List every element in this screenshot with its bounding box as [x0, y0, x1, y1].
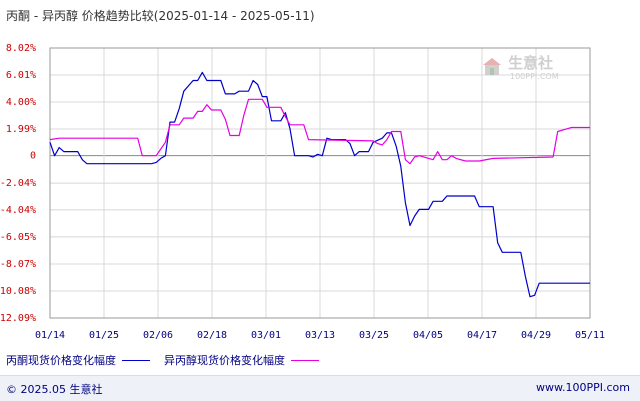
y-tick-label: -12.09%: [0, 313, 36, 324]
chart-title: 丙酮 - 异丙醇 价格趋势比较(2025-01-14 - 2025-05-11): [6, 9, 315, 23]
axes: [49, 47, 591, 319]
footer-bar: © 2025.05 生意社 www.100PPI.com: [0, 375, 640, 401]
x-axis-ticks: 01/14 01/25 02/06 02/18 03/01 03/13 03/25 04/05…: [35, 330, 605, 341]
x-tick-label: 04/05: [413, 330, 443, 341]
footer-link[interactable]: www.100PPI.com: [536, 381, 630, 394]
watermark-logo-icon: [481, 56, 503, 78]
footer-copyright: © 2025.05 生意社: [6, 383, 103, 396]
watermark-text: 生意社: [508, 54, 554, 72]
y-tick-label: 0: [30, 151, 36, 162]
watermark-subtext: 100PPI.COM: [510, 72, 559, 81]
y-tick-label: 8.02%: [6, 43, 36, 54]
x-tick-label: 04/17: [467, 330, 497, 341]
x-tick-label: 03/25: [359, 330, 389, 341]
series-line-1: [49, 71, 590, 298]
x-tick-label: 05/11: [575, 330, 605, 341]
plot-frame: [49, 47, 591, 319]
y-tick-label: 1.99%: [6, 124, 36, 135]
x-tick-label: 04/29: [521, 330, 551, 341]
x-tick-label: 03/13: [305, 330, 335, 341]
grid-lines: [50, 47, 590, 319]
x-tick-label: 01/25: [89, 330, 119, 341]
x-tick-label: 01/14: [35, 330, 65, 341]
y-tick-label: -4.04%: [0, 205, 36, 216]
legend-label-series-2: 异丙醇现货价格变化幅度: [164, 354, 285, 367]
legend-swatch-series-2: [291, 359, 319, 361]
y-tick-label: 4.00%: [6, 97, 36, 108]
legend-label-series-1: 丙酮现货价格变化幅度: [6, 354, 116, 367]
legend-swatch-series-1: [122, 359, 150, 361]
y-tick-label: -2.04%: [0, 178, 36, 189]
y-tick-label: -10.08%: [0, 286, 36, 297]
series-line-2: [49, 98, 590, 165]
y-axis-ticks: 8.02% 6.01% 4.00% 1.99% 0 -2.04% -4.04% -6.05% -…: [0, 43, 36, 324]
x-tick-label: 03/01: [251, 330, 281, 341]
chart-svg: 8.02% 6.01% 4.00% 1.99% 0 -2.04% -4.04% -6.05% -…: [0, 43, 605, 341]
y-tick-label: -6.05%: [0, 232, 36, 243]
y-tick-label: 6.01%: [6, 70, 36, 81]
x-tick-label: 02/18: [197, 330, 227, 341]
y-tick-label: -8.07%: [0, 259, 36, 270]
series-lines: [49, 71, 590, 298]
chart-legend: 丙酮现货价格变化幅度 异丙醇现货价格变化幅度: [6, 352, 333, 368]
x-tick-label: 02/06: [143, 330, 173, 341]
